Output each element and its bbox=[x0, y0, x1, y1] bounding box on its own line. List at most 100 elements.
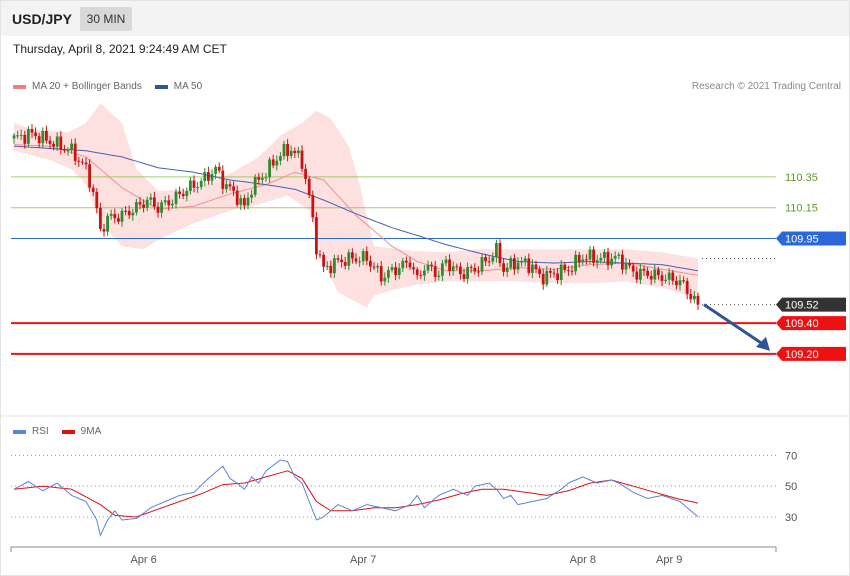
main-legend: MA 20 + Bollinger Bands MA 50 bbox=[13, 81, 215, 92]
candle-body bbox=[257, 177, 261, 180]
candle-body bbox=[559, 264, 563, 281]
candle-body bbox=[340, 259, 343, 263]
candle-body bbox=[264, 177, 268, 179]
candle-body bbox=[477, 271, 480, 273]
legend-item-ma20: MA 20 + Bollinger Bands bbox=[13, 81, 142, 92]
level-tag bbox=[776, 346, 846, 361]
candle-body bbox=[444, 259, 448, 264]
candle-body bbox=[667, 272, 671, 280]
legend-swatch-rsi bbox=[13, 429, 26, 434]
candle-body bbox=[639, 268, 642, 280]
candle-body bbox=[45, 130, 48, 141]
candle-body bbox=[30, 129, 34, 133]
candle-body bbox=[383, 277, 387, 282]
candle-body bbox=[77, 160, 81, 162]
candle-body bbox=[646, 270, 649, 276]
candle-body bbox=[34, 132, 37, 137]
candle-body bbox=[570, 270, 574, 272]
legend-item-9ma: 9MA bbox=[61, 426, 102, 437]
candle-body bbox=[549, 270, 552, 273]
candle-body bbox=[419, 275, 423, 277]
candle-body bbox=[473, 267, 477, 272]
candle-body bbox=[318, 254, 322, 256]
candle-body bbox=[361, 251, 365, 262]
candle-body bbox=[369, 260, 372, 267]
candle-body bbox=[282, 144, 286, 157]
candle-body bbox=[88, 164, 91, 188]
candle-body bbox=[120, 210, 124, 222]
candle-body bbox=[59, 136, 63, 150]
candle-body bbox=[117, 218, 120, 222]
candle-body bbox=[405, 260, 408, 263]
candle-body bbox=[135, 202, 138, 213]
candle-body bbox=[678, 280, 682, 286]
legend-item-ma50: MA 50 bbox=[154, 81, 202, 92]
candle-body bbox=[145, 199, 149, 208]
candle-body bbox=[394, 267, 397, 276]
candle-body bbox=[480, 257, 484, 272]
candle-body bbox=[279, 156, 282, 161]
candle-body bbox=[52, 143, 55, 147]
level-tag bbox=[776, 316, 846, 331]
candle-body bbox=[595, 260, 599, 263]
level-tag-label: 109.52 bbox=[785, 300, 819, 312]
rsi-tick-label: 70 bbox=[785, 450, 797, 462]
candle-body bbox=[675, 280, 678, 286]
candle-body bbox=[412, 267, 415, 270]
candle-body bbox=[426, 264, 430, 271]
candle-body bbox=[495, 243, 498, 258]
candle-body bbox=[153, 197, 156, 207]
candle-body bbox=[527, 258, 531, 273]
candle-body bbox=[142, 204, 145, 208]
candle-body bbox=[693, 295, 696, 300]
candle-body bbox=[174, 191, 178, 204]
legend-label-ma20: MA 20 + Bollinger Bands bbox=[32, 81, 142, 92]
candle-body bbox=[347, 252, 351, 266]
candle-body bbox=[84, 162, 88, 165]
candle-body bbox=[95, 192, 99, 209]
candle-body bbox=[365, 251, 369, 261]
candle-body bbox=[228, 184, 232, 187]
candle-body bbox=[520, 261, 523, 263]
candle-body bbox=[185, 190, 189, 197]
ma20-line bbox=[13, 144, 699, 276]
candle-body bbox=[102, 228, 106, 232]
candle-body bbox=[181, 193, 185, 197]
candle-body bbox=[156, 206, 160, 213]
candle-body bbox=[437, 275, 441, 277]
chart-datetime: Thursday, April 8, 2021 9:24:49 AM CET bbox=[13, 42, 227, 56]
candle-body bbox=[491, 257, 495, 262]
candle-body bbox=[333, 258, 336, 274]
legend-swatch-9ma bbox=[61, 429, 75, 434]
candle-body bbox=[189, 180, 192, 191]
legend-swatch-ma20 bbox=[13, 84, 26, 89]
rsi-tick-label: 30 bbox=[785, 512, 797, 524]
candle-body bbox=[113, 213, 117, 219]
x-tick-label: Apr 8 bbox=[570, 554, 596, 566]
candle-body bbox=[397, 268, 401, 276]
candle-body bbox=[664, 279, 667, 281]
candle-body bbox=[660, 275, 664, 281]
candle-body bbox=[203, 172, 207, 181]
candle-body bbox=[286, 144, 289, 156]
candle-body bbox=[214, 166, 217, 174]
candle-body bbox=[466, 267, 469, 279]
candle-body bbox=[653, 269, 657, 280]
candle-body bbox=[685, 280, 689, 295]
candle-body bbox=[307, 178, 311, 195]
candles-group bbox=[12, 124, 700, 310]
candle-body bbox=[372, 266, 376, 268]
candle-body bbox=[268, 159, 271, 178]
candle-body bbox=[448, 259, 451, 271]
candle-body bbox=[592, 249, 595, 263]
timeframe-button[interactable]: 30 MIN bbox=[80, 7, 132, 31]
candle-body bbox=[484, 257, 487, 262]
candle-body bbox=[657, 269, 660, 276]
candle-body bbox=[513, 258, 516, 270]
candle-body bbox=[221, 170, 225, 189]
level-tag-label: 109.95 bbox=[785, 233, 819, 245]
candle-body bbox=[37, 136, 41, 144]
candle-body bbox=[441, 263, 444, 276]
legend-label-9ma: 9MA bbox=[80, 426, 102, 437]
candle-body bbox=[574, 254, 577, 272]
